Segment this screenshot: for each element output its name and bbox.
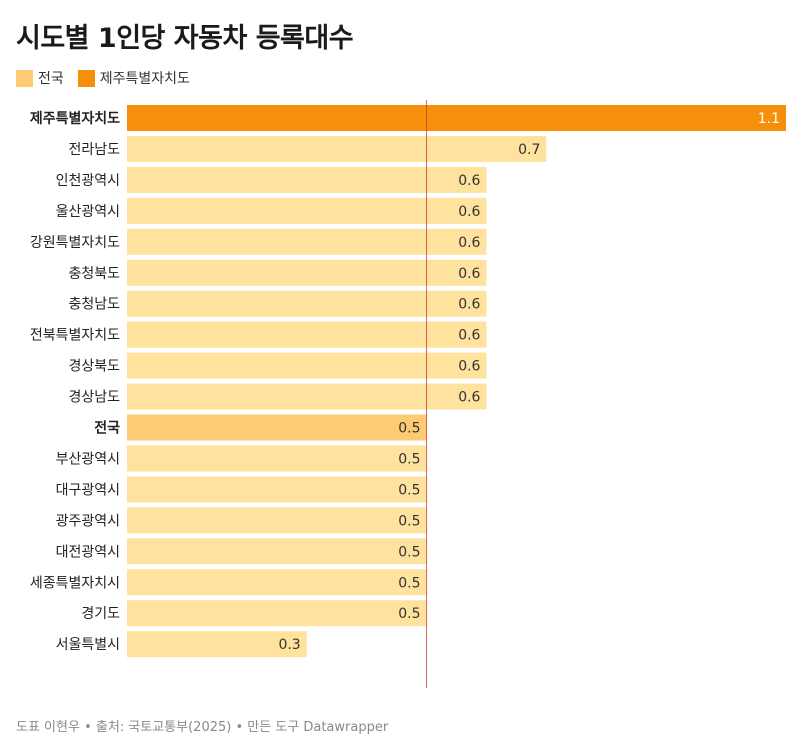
value-label: 0.6 xyxy=(458,328,480,344)
category-label: 광주광역시 xyxy=(56,513,120,529)
value-label: 0.5 xyxy=(398,606,420,622)
bar xyxy=(127,476,427,503)
chart-title: 시도별 1인당 자동차 등록대수 xyxy=(16,23,354,54)
legend-swatch-national xyxy=(16,69,33,87)
bar xyxy=(127,631,307,658)
bar xyxy=(127,321,487,348)
category-label: 대구광역시 xyxy=(56,482,120,498)
value-label: 0.5 xyxy=(398,421,420,437)
bar xyxy=(127,290,487,317)
legend-label-national: 전국 xyxy=(38,71,64,87)
category-label: 전북특별자치도 xyxy=(30,328,120,344)
value-label: 0.5 xyxy=(398,451,420,467)
value-label: 0.6 xyxy=(458,235,480,251)
footer-credit: 도표 이현우 • 출처: 국토교통부(2025) • 만든 도구 Datawra… xyxy=(16,720,389,735)
value-label: 0.6 xyxy=(458,359,480,375)
category-label: 경상북도 xyxy=(68,359,120,375)
value-label: 0.6 xyxy=(458,173,480,189)
legend-swatch-jeju xyxy=(77,69,95,87)
value-label: 0.5 xyxy=(398,544,420,560)
legend-item-national: 전국 xyxy=(16,68,64,88)
value-label: 0.3 xyxy=(278,637,300,653)
value-label: 1.1 xyxy=(758,111,780,127)
legend-item-jeju: 제주특별자치도 xyxy=(77,68,190,88)
category-label: 강원특별자치도 xyxy=(30,235,120,251)
bar xyxy=(127,569,427,596)
bar xyxy=(127,166,487,193)
value-label: 0.5 xyxy=(398,575,420,591)
value-label: 0.5 xyxy=(398,513,420,529)
value-label: 0.6 xyxy=(458,204,480,220)
bar xyxy=(127,259,487,286)
bar xyxy=(127,414,427,441)
value-label: 0.6 xyxy=(458,266,480,282)
bar xyxy=(127,352,487,379)
bar xyxy=(127,445,427,472)
bar xyxy=(127,383,487,410)
category-label: 인천광역시 xyxy=(56,173,120,189)
bar xyxy=(127,538,427,565)
legend-label-jeju: 제주특별자치도 xyxy=(99,71,190,87)
bar-chart: 제주특별자치도 1.1 전라남도 0.7 인천광역시 0.6 울산광역시 0.6 강원특별자치도… xyxy=(30,100,786,688)
category-label: 전국 xyxy=(94,420,120,437)
legend: 전국 제주특별자치도 xyxy=(16,68,204,88)
category-label: 경상남도 xyxy=(68,390,120,406)
bar xyxy=(127,507,427,534)
value-label: 0.5 xyxy=(398,482,420,498)
category-label: 경기도 xyxy=(81,606,120,622)
category-label: 제주특별자치도 xyxy=(30,110,120,127)
bar xyxy=(127,135,547,162)
value-label: 0.6 xyxy=(458,390,480,406)
value-label: 0.6 xyxy=(458,297,480,313)
category-label: 대전광역시 xyxy=(56,544,120,560)
category-label: 서울특별시 xyxy=(56,637,120,653)
category-label: 울산광역시 xyxy=(56,204,120,220)
bar xyxy=(127,197,487,224)
category-label: 충청남도 xyxy=(68,297,120,313)
category-label: 부산광역시 xyxy=(56,451,120,467)
category-label: 세종특별자치시 xyxy=(30,575,120,591)
value-label: 0.7 xyxy=(518,142,540,158)
bar xyxy=(127,600,427,627)
category-label: 전라남도 xyxy=(68,142,120,158)
category-label: 충청북도 xyxy=(68,266,120,282)
bar xyxy=(127,228,487,255)
bar xyxy=(127,105,786,131)
